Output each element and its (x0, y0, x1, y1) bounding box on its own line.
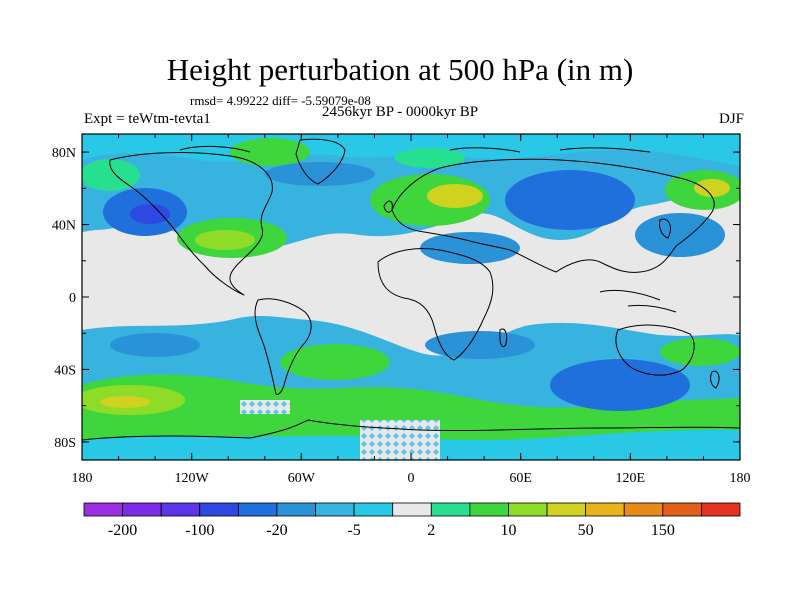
high-arctic (230, 138, 310, 166)
period-label: 2456kyr BP - 0000kyr BP (322, 104, 479, 120)
coast-greenland (295, 138, 346, 185)
coast-australia (615, 324, 695, 376)
low-south-indian (550, 359, 690, 411)
season-label: DJF (718, 111, 744, 127)
colorbar-swatch (546, 502, 587, 517)
low-iran (420, 232, 520, 264)
colorbar-swatch (469, 502, 509, 517)
tick-labels: 180 120W 60W 0 60E 120E 180 80N 40N 0 40S 80S (52, 146, 751, 486)
coast-europe-asia (391, 158, 715, 273)
lon-tick-label: 0 (408, 471, 415, 486)
colorbar-swatch (237, 502, 278, 517)
coast-uk (383, 200, 393, 213)
colorbar-swatch (392, 502, 432, 517)
high-north-america-core (195, 230, 255, 250)
coast-new-zealand (710, 370, 720, 389)
colorbar-label: -20 (266, 522, 287, 539)
coast-africa (377, 248, 494, 361)
colorbar-label: 2 (427, 522, 435, 539)
field-stipple-zone (360, 420, 440, 460)
tick-marks (81, 134, 741, 460)
colorbar-label: 10 (500, 522, 516, 539)
colorbar-swatch (662, 502, 702, 517)
coast-madagascar (499, 328, 508, 348)
high-kamchatka-core (694, 179, 730, 197)
colorbar-swatch (160, 502, 201, 517)
lat-tick-label: 0 (69, 291, 76, 306)
lat-tick-label: 80N (52, 146, 76, 161)
colorbar-label: -100 (185, 522, 214, 539)
colorbar-swatch (199, 502, 239, 517)
coast-antarctica (82, 419, 740, 441)
coast-arctic-islands (179, 145, 651, 153)
colorbar-label: -5 (347, 522, 360, 539)
field-stipple-zone-2 (240, 400, 290, 414)
colorbar-label: 50 (578, 522, 594, 539)
lon-tick-label: 60W (288, 471, 316, 486)
lon-tick-label: 120W (175, 471, 210, 486)
low-siberia (505, 170, 635, 230)
low-north-pacific-core (130, 204, 170, 224)
lat-tick-label: 40S (54, 363, 76, 378)
lon-tick-label: 60E (509, 471, 532, 486)
colorbar-swatch (83, 502, 123, 517)
high-south-atlantic (280, 344, 390, 380)
colorbar-swatch (701, 502, 741, 517)
colorbar-swatch (276, 502, 316, 517)
lon-tick-label: 120E (616, 471, 646, 486)
high-south-pacific-core (100, 396, 150, 408)
low-south-atlantic (425, 331, 535, 359)
high-europe-core (427, 184, 483, 208)
low-atlantic (265, 162, 375, 186)
contour-field (82, 134, 740, 460)
colorbar-label: -200 (108, 522, 137, 539)
high-greenland-sea (395, 148, 465, 168)
figure-title: Height perturbation at 500 hPa (in m) (166, 52, 634, 87)
low-south-pacific (110, 333, 200, 357)
colorbar-swatch (353, 502, 394, 517)
high-australia (660, 338, 740, 366)
lon-tick-label: 180 (72, 471, 93, 486)
lat-tick-label: 40N (52, 219, 76, 234)
low-east-asia (635, 213, 725, 257)
experiment-label: Expt = teWtm-tevta1 (84, 111, 211, 127)
coast-south-america (254, 298, 312, 395)
lat-tick-label: 80S (54, 436, 76, 451)
colorbar-swatch (315, 502, 355, 517)
coast-japan (659, 218, 671, 239)
colorbar-swatch (430, 502, 471, 517)
coast-indonesia (599, 289, 677, 313)
coastlines (82, 138, 740, 441)
colorbar-swatch (508, 502, 548, 517)
lon-tick-label: 180 (730, 471, 751, 486)
coast-north-america (109, 152, 273, 296)
rmsd-label: rmsd= 4.99222 diff= -5.59079e-08 (190, 93, 371, 108)
colorbar-swatch (122, 502, 162, 517)
colorbar-swatch (585, 502, 625, 517)
colorbar-swatch (623, 502, 664, 517)
colorbar: -200 -100 -20 -5 2 10 50 150 (83, 502, 741, 539)
colorbar-label: 150 (651, 522, 675, 539)
